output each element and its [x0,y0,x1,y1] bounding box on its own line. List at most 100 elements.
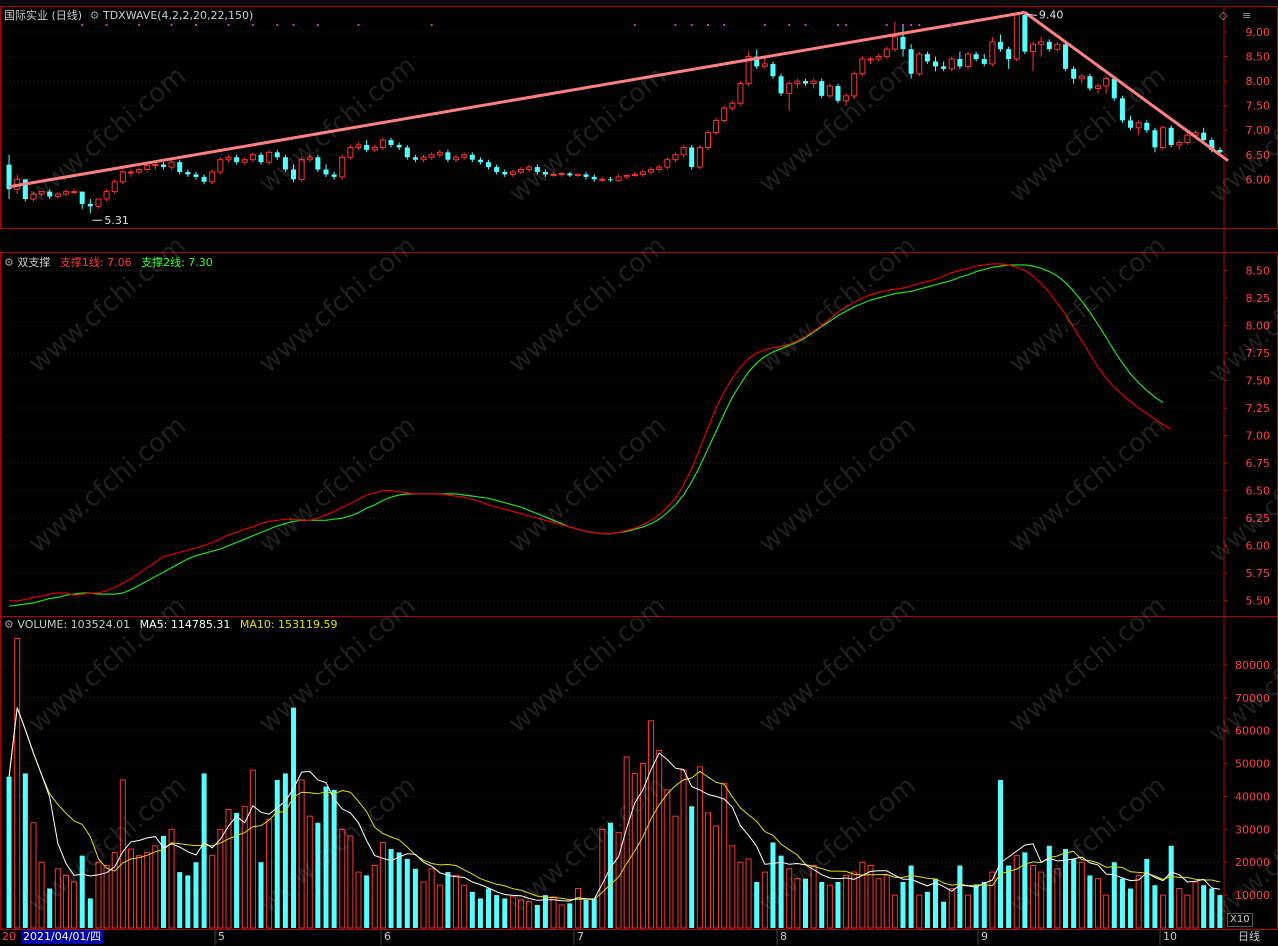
volume-bar-down [79,855,85,928]
candle-body-up [851,73,858,97]
y-tick-label: 7.25 [1246,402,1271,415]
volume-bar-up [964,894,972,929]
y-tick-label: 8.50 [1246,51,1271,64]
volume-bar-down [234,812,240,928]
volume-bar-up [509,896,516,929]
volume-bar-up [558,904,565,929]
volume-bar-down [941,901,947,928]
candle-body-up [298,159,305,180]
candle-body-up [1135,122,1142,129]
support-title[interactable]: 双支撑 [17,256,51,269]
volume-bar-down [900,881,906,928]
indicator-settings-icon[interactable]: ⚙ [89,9,100,22]
volume-bar-up [574,888,581,929]
volume-bar-up [249,769,256,929]
signal-dot [706,24,709,26]
y-tick-label: 7.00 [1246,430,1271,443]
signal-dot [81,24,84,26]
volume-bar-up [461,884,468,929]
candle-body-down [22,179,28,199]
candle-body-up [826,85,833,97]
candle-body-down [583,174,589,177]
panel-frame [0,6,1278,229]
volume-bar-down [932,878,939,928]
volume-bar-down [1046,845,1052,928]
volume-bar-up [217,828,224,929]
volume-bar-down [258,862,264,928]
volume-bar-up [518,899,525,929]
volume-bar-down [542,895,548,928]
y-tick-label: 30000 [1235,823,1270,836]
volume-bar-up [1160,894,1167,929]
ma5-label: MA5: 114785.31 [139,618,231,631]
volume-bar-up [664,789,671,929]
volume-settings-icon[interactable]: ⚙ [4,618,14,631]
volume-bar-down [754,881,760,928]
signal-dot [105,24,108,26]
volume-bar-down [819,881,825,928]
volume-bar-down [1063,849,1069,928]
signal-dot [138,24,141,26]
y-tick-label: 8.50 [1246,265,1271,278]
volume-bar-down [973,885,979,928]
candle-body-up [843,95,850,102]
candle-body-up [30,193,37,200]
volume-bar-up [843,874,850,929]
candle-body-up [62,191,69,195]
volume-bar-down [323,786,329,928]
y-tick-label: 6.50 [1246,485,1271,498]
candle-body-up [891,36,898,50]
candle-body-up [152,164,159,167]
volume-bar-down [87,898,93,928]
volume-bar-down [22,773,28,928]
volume-bar-up [713,825,720,929]
volume-bar-down [364,875,370,928]
candle-body-up [509,171,516,175]
volume-bar-down [1071,858,1077,928]
candle-body-up [1095,85,1102,89]
candle-body-down [534,167,540,172]
volume-bar-up [420,881,427,929]
y-tick-label: 6.00 [1246,173,1271,186]
volume-bar-down [1111,862,1117,928]
candle-body-up [989,41,996,65]
volume-bar-up [38,861,45,929]
candle-body-up [745,56,752,85]
panel-frame [0,616,1278,930]
diamond-icon[interactable]: ◇ [1219,9,1228,22]
volume-bar-down [315,822,321,928]
volume-bar-up [648,720,655,929]
candle-body-up [615,176,622,181]
volume-bar-up [428,868,435,929]
indicator-label[interactable]: TDXWAVE(4,2,2,20,22,150) [102,9,254,22]
period-label[interactable]: 日线 [1238,930,1260,943]
menu-icon[interactable]: ≡ [1242,9,1252,22]
candle-body-up [1038,41,1045,45]
volume-bar-up [225,809,232,929]
volume-bar-up [721,782,728,929]
y-tick-label: 8.00 [1246,320,1271,333]
candle-body-up [249,154,256,161]
support-settings-icon[interactable]: ⚙ [4,256,14,269]
candle-body-down [900,36,906,50]
y-tick-label: 5.50 [1246,595,1271,608]
candle-body-up [217,159,224,173]
volume-bar-down [486,888,492,928]
volume-bar-down [802,878,808,928]
footer-date-box[interactable]: 2021/04/01/四 [21,930,104,944]
y-tick-label: 7.50 [1246,100,1271,113]
candle-body-down [388,140,394,145]
signal-dot [788,24,791,26]
candle-body-down [404,147,410,158]
signal-dot [357,24,360,26]
candle-body-down [323,169,329,175]
candle-body-down [1217,149,1223,153]
candle-body-down [79,191,85,204]
candle-body-down [1022,14,1028,52]
volume-title[interactable]: VOLUME: 103524.01 [17,618,131,631]
y-tick-label: 6.50 [1246,149,1271,162]
volume-bar-up [136,855,143,929]
price-panel-header: 国际实业 (日线) ⚙ TDXWAVE(4,2,2,20,22,150) [4,9,253,23]
volume-bar-down [957,865,963,928]
candle-body-down [477,159,483,163]
